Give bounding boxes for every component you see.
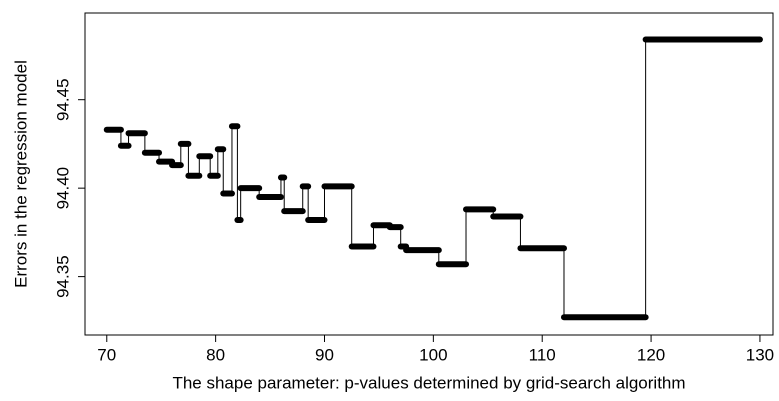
x-tick-label: 110 — [529, 345, 556, 364]
x-tick-label: 100 — [419, 345, 447, 364]
plot-frame — [84, 12, 774, 336]
x-axis-label: The shape parameter: p-values determined… — [172, 373, 685, 392]
x-tick-label: 130 — [746, 345, 774, 364]
x-tick-label: 120 — [637, 345, 665, 364]
y-tick-label: 94.45 — [53, 78, 72, 121]
data-line — [106, 39, 760, 318]
x-tick-label: 70 — [97, 345, 116, 364]
y-axis-label: Errors in the regression model — [11, 60, 30, 288]
y-tick-label: 94.35 — [53, 255, 72, 298]
x-tick-label: 80 — [206, 345, 225, 364]
y-tick-label: 94.40 — [53, 167, 72, 210]
x-tick-label: 90 — [315, 345, 334, 364]
